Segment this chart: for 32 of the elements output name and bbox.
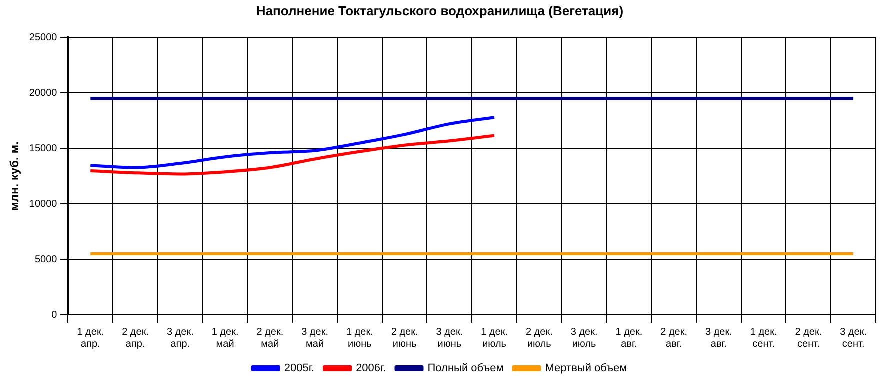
x-tick-label: 1 дек. июль bbox=[481, 326, 508, 350]
x-tick-label: 2 дек. июнь bbox=[391, 326, 418, 350]
legend-label: Мертвый объем bbox=[545, 362, 628, 375]
x-tick-label: 3 дек. авг. bbox=[705, 326, 732, 350]
legend-label: 2005г. bbox=[284, 362, 315, 375]
legend-label: Полный объем bbox=[428, 362, 504, 375]
x-tick-label: 3 дек. июль bbox=[570, 326, 598, 350]
line-series bbox=[89, 116, 496, 170]
y-axis-title: млн. куб. м. bbox=[8, 142, 22, 211]
y-tick-label: 10000 bbox=[29, 198, 58, 210]
chart-title: Наполнение Токтагульского водохранилища (Вегетация) bbox=[256, 3, 624, 18]
y-tick-label: 5000 bbox=[34, 254, 58, 266]
line-series bbox=[89, 134, 496, 176]
y-tick-label: 15000 bbox=[29, 143, 58, 154]
x-tick-label: 2 дек. апр. bbox=[122, 326, 149, 350]
x-tick-label: 1 дек. авг. bbox=[616, 326, 643, 350]
x-tick-label: 2 дек. сент. bbox=[795, 326, 822, 350]
x-tick-label: 1 дек. май bbox=[212, 326, 239, 350]
x-tick-label: 1 дек. апр. bbox=[77, 326, 104, 350]
y-tick-label: 0 bbox=[52, 310, 58, 321]
x-tick-label: 3 дек. июнь bbox=[436, 326, 464, 350]
x-tick-label: 2 дек. июль bbox=[526, 326, 553, 350]
legend-label: 2006г. bbox=[356, 362, 386, 375]
x-tick-label: 1 дек. июнь bbox=[346, 326, 374, 350]
x-tick-label: 1 дек. сент. bbox=[750, 326, 778, 350]
x-tick-label: 3 дек. май bbox=[302, 326, 328, 350]
x-tick-label: 2 дек. авг. bbox=[660, 326, 688, 350]
x-tick-label: 3 дек. сент. bbox=[840, 326, 868, 350]
x-tick-label: 2 дек. май bbox=[256, 326, 284, 350]
y-tick-label: 20000 bbox=[29, 88, 58, 99]
x-tick-label: 3 дек. апр. bbox=[166, 326, 194, 350]
y-tick-label: 25000 bbox=[29, 32, 58, 44]
